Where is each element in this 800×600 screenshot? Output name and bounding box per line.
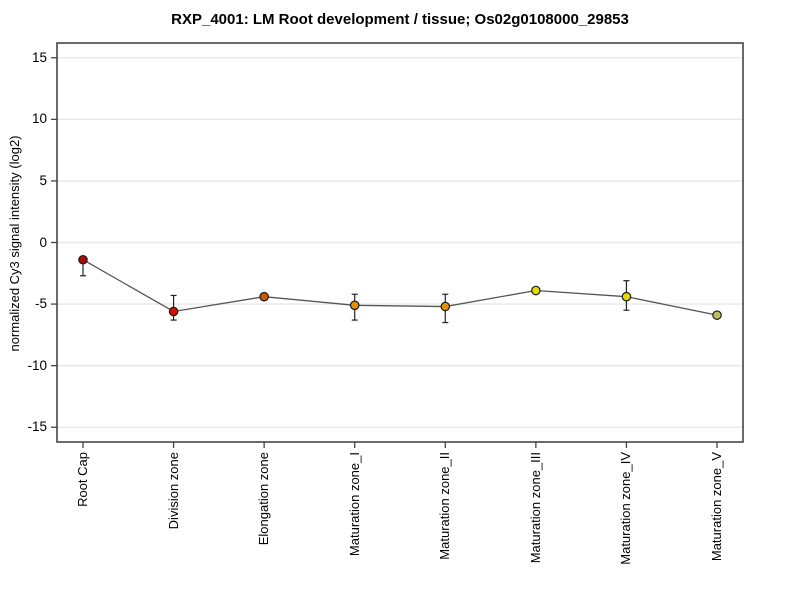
x-tick-label: Elongation zone xyxy=(256,452,272,546)
x-tick-label: Maturation zone_IV xyxy=(618,452,634,565)
x-tick-label: Division zone xyxy=(165,452,181,530)
y-tick-label: 5 xyxy=(39,172,47,188)
data-point-7 xyxy=(621,291,632,302)
data-point-2 xyxy=(168,306,179,317)
y-tick-label: -5 xyxy=(34,296,47,312)
y-tick-label: 10 xyxy=(31,111,47,127)
x-tick-label: Maturation zone_II xyxy=(437,452,453,560)
x-tick-label: Maturation zone_III xyxy=(527,452,543,564)
y-tick-label: -15 xyxy=(27,419,47,435)
y-tick-label: 15 xyxy=(31,49,47,65)
series-line xyxy=(82,259,718,316)
data-point-6 xyxy=(531,285,541,296)
plot-frame xyxy=(56,42,744,443)
y-tick-label: -10 xyxy=(27,357,47,373)
chart-title: RXP_4001: LM Root development / tissue; … xyxy=(171,11,629,28)
data-point-3 xyxy=(259,291,269,302)
x-tick-label: Root Cap xyxy=(75,452,90,507)
data-point-1 xyxy=(78,254,88,265)
x-tick-label: Maturation zone_V xyxy=(709,452,724,562)
data-point-4 xyxy=(349,300,360,311)
y-tick-label: 0 xyxy=(39,234,47,250)
data-point-5 xyxy=(440,301,451,312)
data-point-8 xyxy=(712,310,722,320)
x-tick-label: Maturation zone_I xyxy=(346,452,362,557)
